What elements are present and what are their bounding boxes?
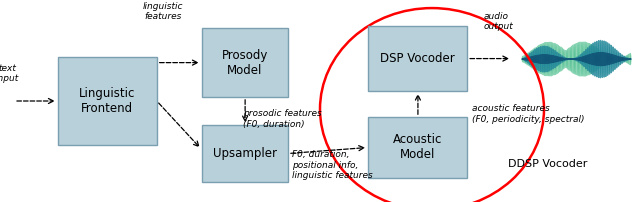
Text: prosodic features
(F0, duration): prosodic features (F0, duration) [243, 109, 322, 129]
Text: DSP Vocoder: DSP Vocoder [380, 52, 455, 65]
Text: acoustic features
(F0, periodicity, spectral): acoustic features (F0, periodicity, spec… [472, 104, 585, 124]
Text: Linguistic
Frontend: Linguistic Frontend [79, 87, 136, 115]
Text: Upsampler: Upsampler [212, 147, 277, 160]
FancyBboxPatch shape [202, 125, 288, 182]
Text: Prosody
Model: Prosody Model [221, 49, 268, 77]
Text: Acoustic
Model: Acoustic Model [393, 134, 442, 161]
Text: DDSP Vocoder: DDSP Vocoder [508, 159, 587, 169]
FancyBboxPatch shape [202, 28, 288, 97]
Text: F0, duration,
positional info,
linguistic features: F0, duration, positional info, linguisti… [292, 150, 373, 180]
FancyBboxPatch shape [368, 26, 467, 91]
Text: linguistic
features: linguistic features [143, 2, 184, 21]
Text: audio
output: audio output [483, 12, 513, 31]
FancyBboxPatch shape [368, 117, 467, 178]
Text: text
input: text input [0, 64, 19, 83]
FancyBboxPatch shape [58, 57, 157, 145]
